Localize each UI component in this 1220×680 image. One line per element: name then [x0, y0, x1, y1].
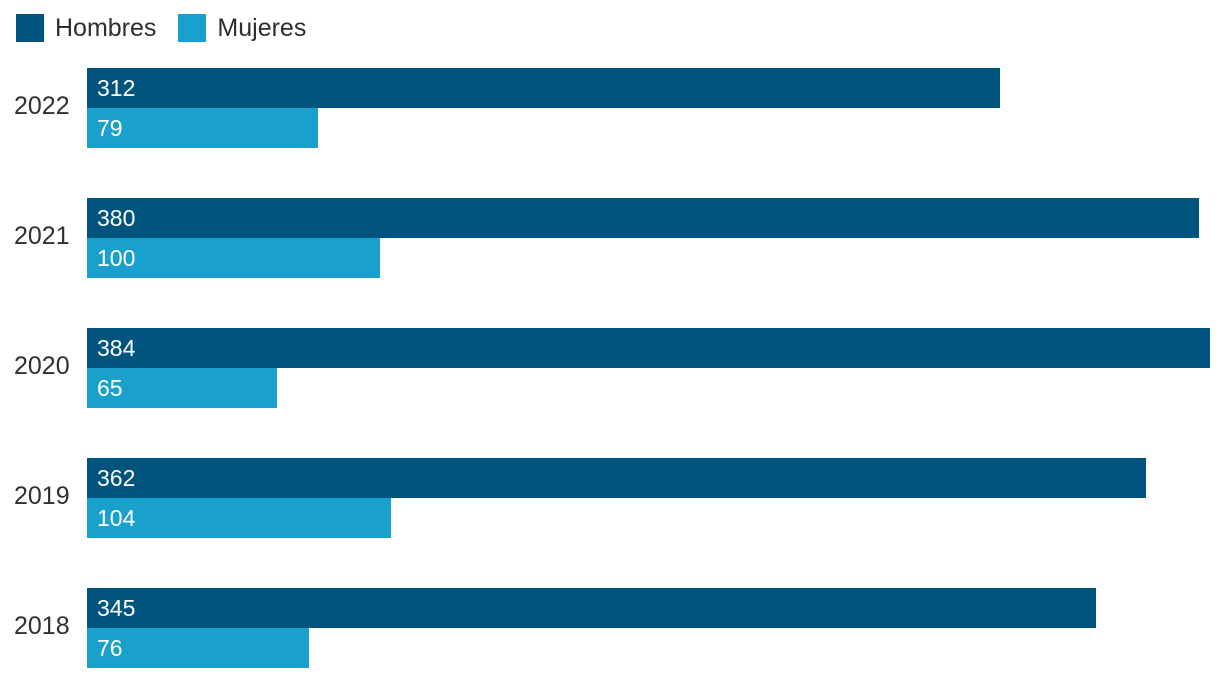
year-label-2019: 2019 — [14, 482, 70, 510]
year-label-2022: 2022 — [14, 92, 70, 120]
bar-value-label: 362 — [97, 465, 136, 491]
year-label-2021: 2021 — [14, 222, 70, 250]
bar-mujeres-2022: 79 — [87, 108, 318, 148]
bar-hombres-2021: 380 — [87, 198, 1199, 238]
bar-value-label: 312 — [97, 75, 136, 101]
bar-value-label: 100 — [97, 245, 136, 271]
bar-value-label: 384 — [97, 335, 136, 361]
legend-item-hombres: Hombres — [16, 14, 156, 42]
bar-mujeres-2020: 65 — [87, 368, 277, 408]
legend-swatch-hombres — [16, 14, 44, 42]
bar-value-label: 380 — [97, 205, 136, 231]
legend: Hombres Mujeres — [16, 14, 328, 42]
bar-hombres-2020: 384 — [87, 328, 1210, 368]
legend-swatch-mujeres — [178, 14, 207, 42]
bar-value-label: 76 — [97, 635, 123, 661]
bar-mujeres-2019: 104 — [87, 498, 391, 538]
year-label-2018: 2018 — [14, 612, 70, 640]
legend-label-mujeres: Mujeres — [217, 14, 307, 42]
bar-mujeres-2021: 100 — [87, 238, 380, 278]
bar-value-label: 345 — [97, 595, 136, 621]
bar-hombres-2018: 345 — [87, 588, 1096, 628]
bar-hombres-2022: 312 — [87, 68, 1000, 108]
bar-mujeres-2018: 76 — [87, 628, 309, 668]
bar-value-label: 65 — [97, 375, 123, 401]
bar-hombres-2019: 362 — [87, 458, 1146, 498]
year-label-2020: 2020 — [14, 352, 70, 380]
legend-item-mujeres: Mujeres — [178, 14, 306, 42]
legend-label-hombres: Hombres — [55, 14, 157, 42]
bar-value-label: 104 — [97, 505, 136, 531]
bar-value-label: 79 — [97, 115, 123, 141]
